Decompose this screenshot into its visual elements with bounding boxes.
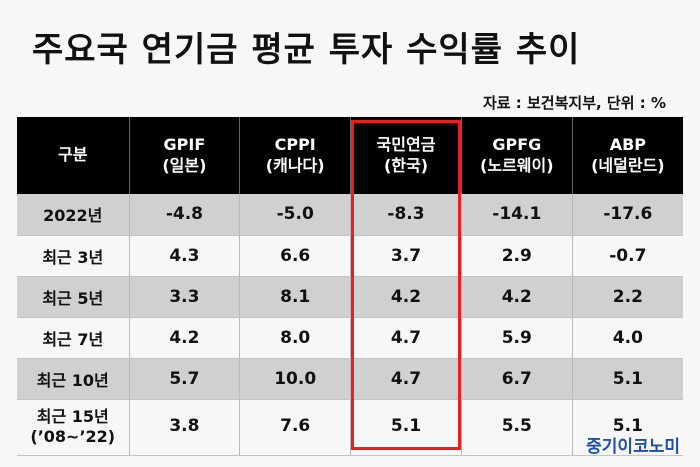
table-cell: -17.6 xyxy=(572,194,683,236)
table-row: 최근 10년 5.7 10.0 4.7 6.7 5.1 xyxy=(17,358,683,400)
table-cell: 4.2 xyxy=(461,276,573,318)
table-row: 최근 15년 (’08~’22) 3.8 7.6 5.1 5.5 5.1 xyxy=(17,399,683,456)
table-cell: -0.7 xyxy=(572,235,683,277)
table-cell: -8.3 xyxy=(350,194,462,236)
row-label: 2022년 xyxy=(17,194,130,236)
header-label: 구분 xyxy=(58,145,88,165)
header-label: 국민연금 xyxy=(376,134,436,154)
header-category: 구분 xyxy=(17,117,130,194)
table-cell: -14.1 xyxy=(461,194,573,236)
page-title: 주요국 연기금 평균 투자 수익률 추이 xyxy=(32,30,581,70)
row-label-main: 최근 15년 xyxy=(36,407,109,426)
table-cell: 4.3 xyxy=(129,235,241,277)
table-row: 2022년 -4.8 -5.0 -8.3 -14.1 -17.6 xyxy=(17,194,683,236)
table-cell: 6.6 xyxy=(239,235,352,277)
header-label: CPPI xyxy=(274,134,316,154)
table-row: 최근 7년 4.2 8.0 4.7 5.9 4.0 xyxy=(17,317,683,359)
publisher-watermark: 중기이코노미 xyxy=(586,437,680,457)
table-row: 최근 3년 4.3 6.6 3.7 2.9 -0.7 xyxy=(17,235,683,277)
table-cell: 5.1 xyxy=(572,358,683,400)
table-cell: 6.7 xyxy=(461,358,573,400)
header-label: GPFG xyxy=(492,134,542,154)
table-cell: 5.1 xyxy=(350,399,462,456)
table-cell: 7.6 xyxy=(239,399,352,456)
row-label-sub: (’08~’22) xyxy=(30,427,116,446)
header-country: (일본) xyxy=(162,155,207,175)
returns-table: 구분 GPIF (일본) CPPI (캐나다) 국민연금 (한국) GPFG (노르웨이… xyxy=(17,117,683,456)
table-cell: 3.7 xyxy=(350,235,462,277)
source-note: 자료 : 보건복지부, 단위 : % xyxy=(482,94,666,112)
row-label: 최근 10년 xyxy=(17,358,130,400)
header-cppi: CPPI (캐나다) xyxy=(239,117,352,194)
table-cell: 4.7 xyxy=(350,317,462,359)
header-row: 구분 GPIF (일본) CPPI (캐나다) 국민연금 (한국) GPFG (노르웨이… xyxy=(17,117,683,194)
table-cell: 5.9 xyxy=(461,317,573,359)
header-country: (캐나다) xyxy=(265,155,325,175)
table-cell: 2.9 xyxy=(461,235,573,277)
table-cell: -5.0 xyxy=(239,194,352,236)
header-label: ABP xyxy=(609,134,646,154)
table-cell: 5.1 xyxy=(572,399,683,456)
table-cell: -4.8 xyxy=(129,194,241,236)
header-country: (한국) xyxy=(383,155,429,175)
header-nps: 국민연금 (한국) xyxy=(350,117,462,194)
header-gpfg: GPFG (노르웨이) xyxy=(461,117,573,194)
row-label: 최근 3년 xyxy=(17,235,130,277)
table-cell: 3.3 xyxy=(129,276,241,318)
header-label: GPIF xyxy=(163,134,206,154)
table-cell: 4.2 xyxy=(350,276,462,318)
table-cell: 4.7 xyxy=(350,358,462,400)
header-country: (노르웨이) xyxy=(480,155,554,175)
table-cell: 4.2 xyxy=(129,317,241,359)
row-label: 최근 7년 xyxy=(17,317,130,359)
table-row: 최근 5년 3.3 8.1 4.2 4.2 2.2 xyxy=(17,276,683,318)
row-label: 최근 15년 (’08~’22) xyxy=(17,399,130,456)
header-country: (네덜란드) xyxy=(591,155,665,175)
table-cell: 4.0 xyxy=(572,317,683,359)
table-cell: 8.0 xyxy=(239,317,352,359)
row-label: 최근 5년 xyxy=(17,276,130,318)
table-cell: 8.1 xyxy=(239,276,352,318)
table-cell: 5.7 xyxy=(129,358,241,400)
table-cell: 10.0 xyxy=(239,358,352,400)
table-cell: 5.5 xyxy=(461,399,573,456)
table-cell: 2.2 xyxy=(572,276,683,318)
table-cell: 3.8 xyxy=(129,399,241,456)
header-gpif: GPIF (일본) xyxy=(129,117,241,194)
header-abp: ABP (네덜란드) xyxy=(572,117,683,194)
